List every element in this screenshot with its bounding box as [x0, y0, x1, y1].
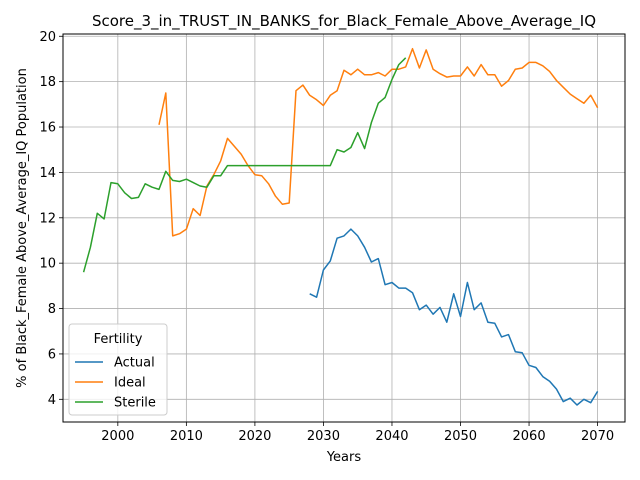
y-tick-label: 16 — [39, 121, 56, 136]
series-lines — [82, 47, 599, 406]
chart-title: Score_3_in_TRUST_IN_BANKS_for_Black_Fema… — [92, 12, 596, 31]
y-tick-label: 12 — [39, 211, 56, 226]
plot-frame — [62, 33, 626, 423]
x-tick-label: 2000 — [101, 429, 134, 444]
x-tick-label: 2040 — [375, 429, 408, 444]
x-tick-label: 2070 — [581, 429, 614, 444]
grid-lines — [63, 34, 625, 422]
x-tick-label: 2020 — [238, 429, 271, 444]
y-tick-label: 14 — [39, 166, 56, 181]
y-tick-label: 8 — [48, 302, 56, 317]
series-line-actual — [309, 228, 599, 406]
y-tick-label: 20 — [39, 30, 56, 45]
y-tick-label: 10 — [39, 257, 56, 272]
x-axis: 2000 2010 2020 2030 2040 2050 2060 2070 — [101, 422, 614, 444]
x-tick-label: 2050 — [444, 429, 477, 444]
y-tick-label: 4 — [48, 393, 56, 408]
y-tick-label: 18 — [39, 75, 56, 90]
legend: Fertility Actual Ideal Sterile — [68, 323, 168, 416]
y-axis: 4 6 8 10 12 14 16 18 20 — [39, 30, 63, 408]
legend-box — [68, 323, 168, 416]
legend-label-sterile: Sterile — [114, 396, 156, 411]
y-axis-label: % of Black_Female Above_Average_IQ Popul… — [15, 68, 30, 388]
x-axis-label: Years — [326, 450, 362, 465]
legend-items: Actual Ideal Sterile — [75, 356, 156, 411]
series-line-ideal — [158, 47, 599, 237]
legend-title: Fertility — [94, 332, 143, 347]
legend-label-ideal: Ideal — [114, 376, 146, 391]
x-tick-label: 2030 — [307, 429, 340, 444]
x-tick-label: 2060 — [513, 429, 546, 444]
legend-label-actual: Actual — [114, 356, 155, 371]
series-line-sterile — [82, 57, 407, 273]
y-tick-label: 6 — [48, 347, 56, 362]
x-tick-label: 2010 — [170, 429, 203, 444]
